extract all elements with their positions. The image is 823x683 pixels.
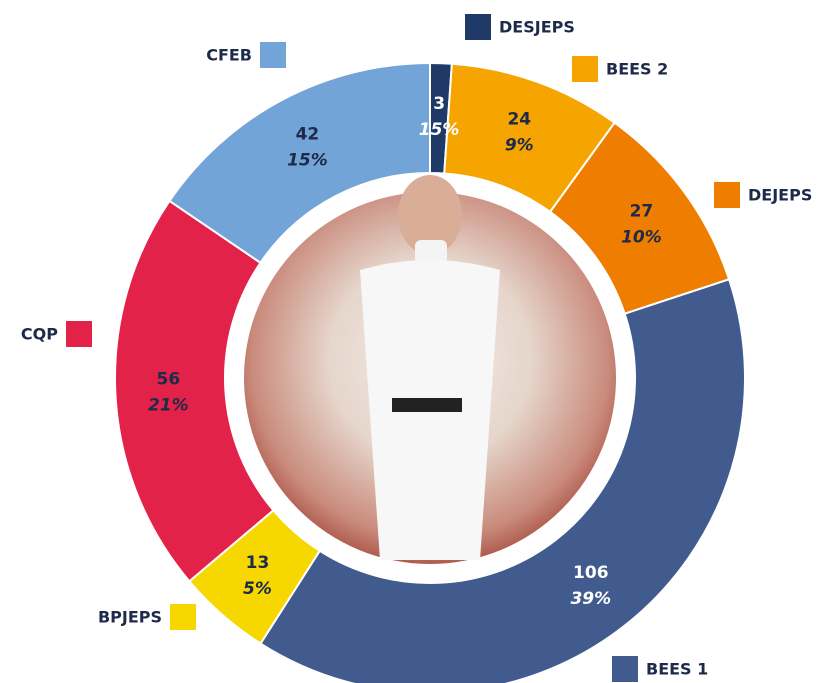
photo-figure (360, 175, 500, 560)
percent-label: 10% (621, 227, 662, 247)
value-label: 56 (157, 370, 181, 390)
legend-swatch (714, 182, 740, 208)
legend-swatch (260, 42, 286, 68)
legend-swatch (572, 56, 598, 82)
percent-label: 21% (148, 396, 189, 416)
legend-label: BPJEPS (98, 608, 162, 627)
value-label: 3 (433, 94, 445, 114)
percent-label: 15% (287, 150, 328, 170)
legend-label: BEES 2 (606, 60, 668, 79)
value-label: 42 (296, 124, 320, 144)
value-label: 24 (507, 110, 531, 130)
donut (114, 61, 746, 683)
legend-label: CQP (21, 325, 58, 344)
percent-label: 9% (505, 136, 534, 156)
legend-swatch (612, 656, 638, 682)
legend-swatch (66, 321, 92, 347)
legend-swatch (465, 14, 491, 40)
legend-label: CFEB (206, 46, 252, 65)
donut-segment (259, 278, 746, 683)
legend-swatch (170, 604, 196, 630)
percent-label: 39% (570, 589, 611, 609)
percent-label: 15% (419, 120, 460, 140)
legend-label: BEES 1 (646, 660, 708, 679)
value-label: 106 (573, 563, 609, 583)
value-label: 13 (246, 553, 270, 573)
value-label: 27 (630, 201, 654, 221)
percent-label: 5% (243, 579, 272, 599)
legend-label: DEJEPS (748, 186, 812, 205)
legend-label: DESJEPS (499, 18, 575, 37)
